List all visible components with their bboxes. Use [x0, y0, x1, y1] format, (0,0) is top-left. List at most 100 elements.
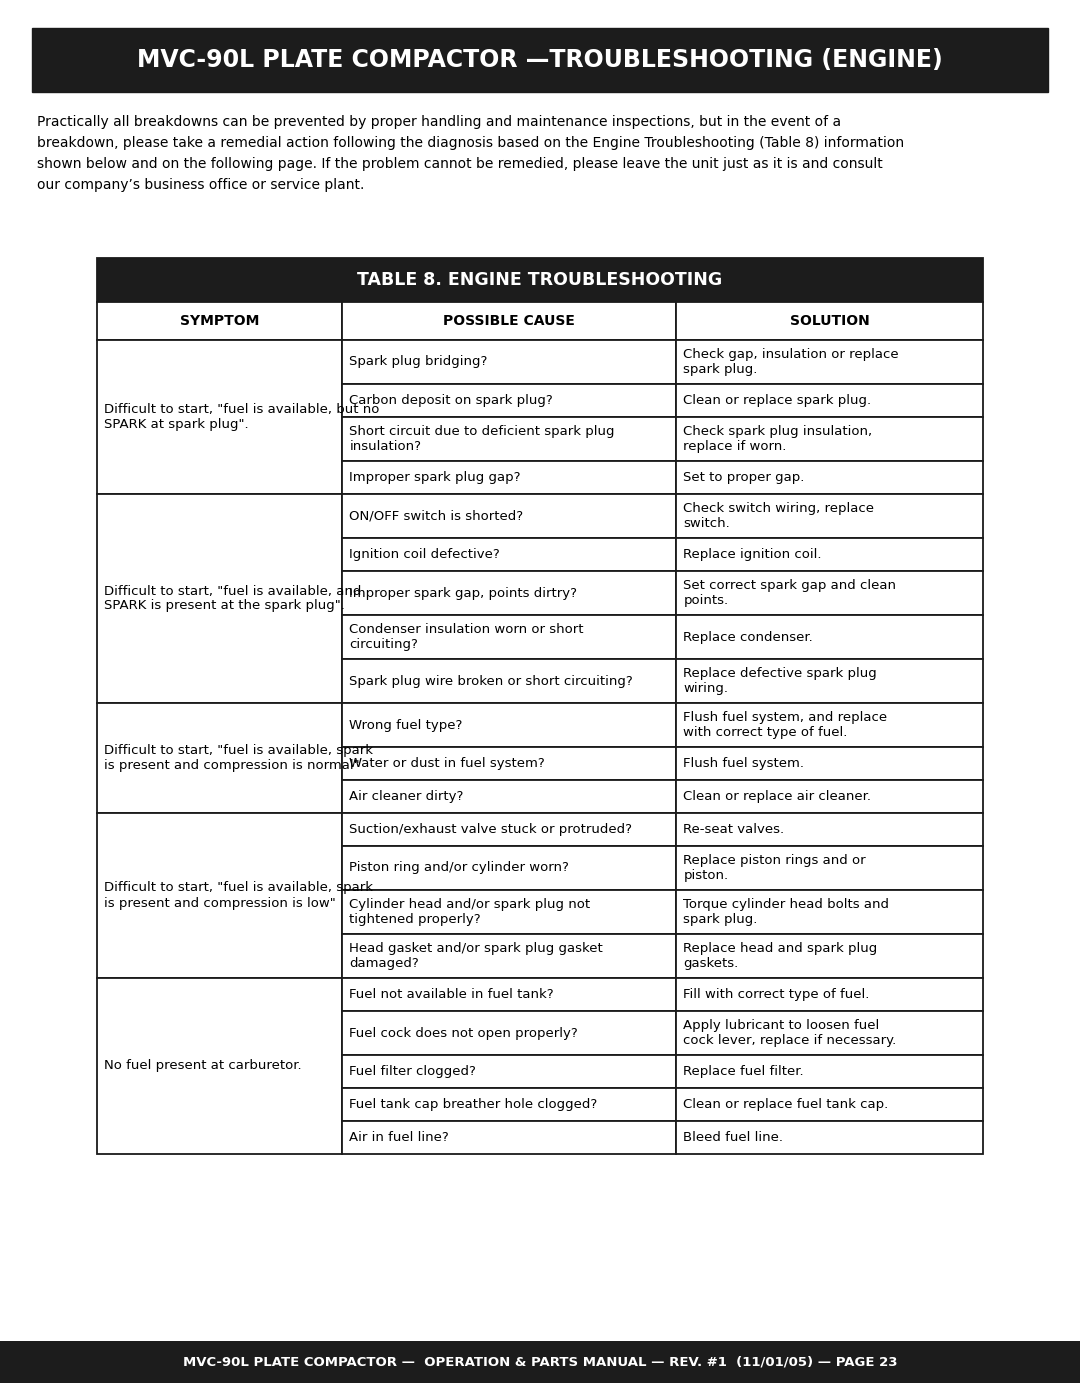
Bar — [342, 703, 676, 747]
Text: shown below and on the following page. If the problem cannot be remedied, please: shown below and on the following page. I… — [37, 156, 882, 170]
Text: Fuel cock does not open properly?: Fuel cock does not open properly? — [350, 1027, 578, 1039]
Bar — [32, 28, 1048, 92]
Bar — [676, 339, 983, 384]
Bar — [0, 1341, 1080, 1383]
Bar — [676, 571, 983, 615]
Bar — [676, 416, 983, 461]
Bar — [676, 1120, 983, 1154]
Bar — [676, 384, 983, 416]
Text: Difficult to start, "fuel is available, but no
SPARK at spark plug".: Difficult to start, "fuel is available, … — [104, 402, 379, 432]
Bar — [676, 890, 983, 935]
Text: Fill with correct type of fuel.: Fill with correct type of fuel. — [684, 988, 869, 1002]
Text: Air in fuel line?: Air in fuel line? — [350, 1132, 449, 1144]
Text: Wrong fuel type?: Wrong fuel type? — [350, 718, 463, 732]
Bar — [676, 495, 983, 538]
Text: Clean or replace spark plug.: Clean or replace spark plug. — [684, 394, 872, 407]
Text: Difficult to start, "fuel is available, spark
is present and compression is low": Difficult to start, "fuel is available, … — [104, 882, 373, 909]
Bar — [676, 659, 983, 703]
Text: Difficult to start, "fuel is available, and
SPARK is present at the spark plug".: Difficult to start, "fuel is available, … — [104, 584, 362, 612]
Bar — [342, 615, 676, 659]
Text: Condenser insulation worn or short
circuiting?: Condenser insulation worn or short circu… — [350, 623, 584, 651]
Bar — [676, 1011, 983, 1055]
Text: Spark plug bridging?: Spark plug bridging? — [350, 355, 488, 369]
Text: Clean or replace air cleaner.: Clean or replace air cleaner. — [684, 789, 872, 803]
Text: Flush fuel system, and replace
with correct type of fuel.: Flush fuel system, and replace with corr… — [684, 711, 888, 739]
Bar — [342, 1055, 676, 1088]
Bar — [342, 1120, 676, 1154]
Text: Spark plug wire broken or short circuiting?: Spark plug wire broken or short circuiti… — [350, 675, 633, 687]
Bar — [676, 615, 983, 659]
Text: TABLE 8. ENGINE TROUBLESHOOTING: TABLE 8. ENGINE TROUBLESHOOTING — [357, 271, 723, 289]
Bar — [676, 847, 983, 890]
Text: Check spark plug insulation,
replace if worn.: Check spark plug insulation, replace if … — [684, 425, 873, 453]
Bar — [676, 703, 983, 747]
Bar — [97, 495, 342, 703]
Bar — [342, 461, 676, 495]
Bar — [342, 384, 676, 416]
Text: our company’s business office or service plant.: our company’s business office or service… — [37, 177, 364, 191]
Text: MVC-90L PLATE COMPACTOR —  OPERATION & PARTS MANUAL — REV. #1  (11/01/05) — PAGE: MVC-90L PLATE COMPACTOR — OPERATION & PA… — [183, 1355, 897, 1369]
Bar — [676, 813, 983, 847]
Bar — [97, 258, 983, 302]
Bar — [676, 935, 983, 978]
Bar — [97, 302, 342, 339]
Text: Torque cylinder head bolts and
spark plug.: Torque cylinder head bolts and spark plu… — [684, 898, 890, 926]
Bar — [97, 813, 342, 978]
Text: Head gasket and/or spark plug gasket
damaged?: Head gasket and/or spark plug gasket dam… — [350, 942, 603, 970]
Text: Cylinder head and/or spark plug not
tightened properly?: Cylinder head and/or spark plug not tigh… — [350, 898, 591, 926]
Text: Improper spark plug gap?: Improper spark plug gap? — [350, 471, 521, 483]
Bar — [676, 1088, 983, 1120]
Bar — [97, 703, 342, 813]
Bar — [97, 978, 342, 1154]
Bar — [676, 302, 983, 339]
Bar — [342, 890, 676, 935]
Text: Short circuit due to deficient spark plug
insulation?: Short circuit due to deficient spark plu… — [350, 425, 615, 453]
Bar — [342, 571, 676, 615]
Text: Air cleaner dirty?: Air cleaner dirty? — [350, 789, 463, 803]
Bar — [342, 659, 676, 703]
Bar — [342, 813, 676, 847]
Text: Bleed fuel line.: Bleed fuel line. — [684, 1132, 783, 1144]
Text: Water or dust in fuel system?: Water or dust in fuel system? — [350, 757, 545, 770]
Bar — [342, 1088, 676, 1120]
Text: Re-seat valves.: Re-seat valves. — [684, 823, 784, 835]
Text: Piston ring and/or cylinder worn?: Piston ring and/or cylinder worn? — [350, 862, 569, 875]
Text: Fuel not available in fuel tank?: Fuel not available in fuel tank? — [350, 988, 554, 1002]
Text: Difficult to start, "fuel is available, spark
is present and compression is norm: Difficult to start, "fuel is available, … — [104, 745, 373, 773]
Bar — [676, 747, 983, 780]
Bar — [342, 978, 676, 1011]
Text: Replace ignition coil.: Replace ignition coil. — [684, 548, 822, 562]
Text: Apply lubricant to loosen fuel
cock lever, replace if necessary.: Apply lubricant to loosen fuel cock leve… — [684, 1018, 896, 1046]
Text: Fuel filter clogged?: Fuel filter clogged? — [350, 1065, 476, 1078]
Bar — [342, 302, 676, 339]
Bar — [676, 1055, 983, 1088]
Text: Set correct spark gap and clean
points.: Set correct spark gap and clean points. — [684, 578, 896, 608]
Bar — [342, 847, 676, 890]
Text: Check switch wiring, replace
switch.: Check switch wiring, replace switch. — [684, 502, 875, 529]
Text: Suction/exhaust valve stuck or protruded?: Suction/exhaust valve stuck or protruded… — [350, 823, 633, 835]
Text: No fuel present at carburetor.: No fuel present at carburetor. — [104, 1059, 301, 1073]
Bar — [342, 1011, 676, 1055]
Text: Replace condenser.: Replace condenser. — [684, 630, 813, 644]
Text: Carbon deposit on spark plug?: Carbon deposit on spark plug? — [350, 394, 553, 407]
Bar — [342, 935, 676, 978]
Text: ON/OFF switch is shorted?: ON/OFF switch is shorted? — [350, 510, 524, 522]
Bar — [342, 747, 676, 780]
Text: breakdown, please take a remedial action following the diagnosis based on the En: breakdown, please take a remedial action… — [37, 136, 904, 149]
Text: Clean or replace fuel tank cap.: Clean or replace fuel tank cap. — [684, 1098, 889, 1111]
Text: MVC-90L PLATE COMPACTOR —TROUBLESHOOTING (ENGINE): MVC-90L PLATE COMPACTOR —TROUBLESHOOTING… — [137, 47, 943, 73]
Text: Replace head and spark plug
gaskets.: Replace head and spark plug gaskets. — [684, 942, 878, 970]
Bar — [676, 780, 983, 813]
Bar — [342, 780, 676, 813]
Bar — [676, 461, 983, 495]
Text: Check gap, insulation or replace
spark plug.: Check gap, insulation or replace spark p… — [684, 348, 899, 376]
Bar — [676, 978, 983, 1011]
Bar — [342, 416, 676, 461]
Text: SOLUTION: SOLUTION — [789, 314, 869, 328]
Text: Flush fuel system.: Flush fuel system. — [684, 757, 805, 770]
Bar — [342, 495, 676, 538]
Bar — [342, 339, 676, 384]
Bar — [342, 538, 676, 571]
Text: Practically all breakdowns can be prevented by proper handling and maintenance i: Practically all breakdowns can be preven… — [37, 115, 841, 129]
Bar — [676, 538, 983, 571]
